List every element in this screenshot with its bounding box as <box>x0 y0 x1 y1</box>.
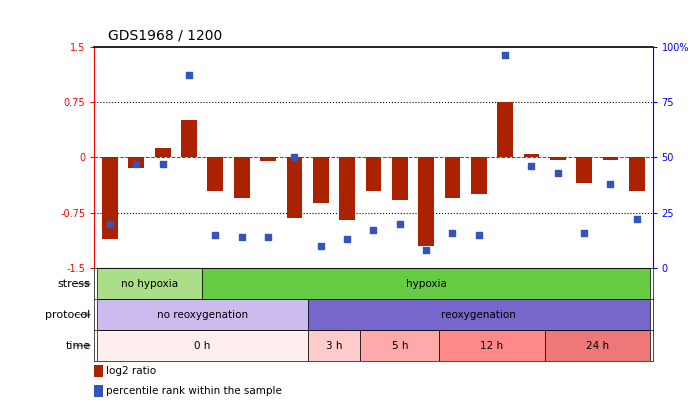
Bar <box>97 330 308 361</box>
Text: reoxygenation: reoxygenation <box>441 309 517 320</box>
Bar <box>392 157 408 200</box>
Bar <box>207 157 223 190</box>
Point <box>289 154 300 160</box>
Bar <box>577 157 592 183</box>
Text: no hypoxia: no hypoxia <box>121 279 178 289</box>
Bar <box>360 330 439 361</box>
Point <box>420 247 431 254</box>
Bar <box>550 157 565 160</box>
Point <box>631 216 642 223</box>
Point <box>236 234 247 240</box>
Bar <box>308 299 650 330</box>
Text: log2 ratio: log2 ratio <box>106 366 156 376</box>
Text: time: time <box>66 341 91 351</box>
Bar <box>366 157 381 190</box>
Bar <box>97 299 308 330</box>
Point <box>447 229 458 236</box>
Point <box>394 220 406 227</box>
Bar <box>308 330 360 361</box>
Point <box>605 181 616 187</box>
Text: 3 h: 3 h <box>326 341 342 351</box>
Text: 0 h: 0 h <box>194 341 210 351</box>
Bar <box>418 157 434 246</box>
Bar <box>445 157 461 198</box>
Bar <box>602 157 618 160</box>
Bar <box>439 330 544 361</box>
Point <box>500 52 511 59</box>
Text: 24 h: 24 h <box>586 341 609 351</box>
Bar <box>524 154 540 157</box>
Bar <box>260 157 276 161</box>
Text: protocol: protocol <box>45 309 91 320</box>
Point <box>341 236 352 243</box>
Bar <box>497 102 513 157</box>
Bar <box>471 157 487 194</box>
Text: percentile rank within the sample: percentile rank within the sample <box>106 386 282 396</box>
Bar <box>286 157 302 218</box>
Point <box>315 243 327 249</box>
Point <box>579 229 590 236</box>
Bar <box>234 157 250 198</box>
Point <box>526 163 537 169</box>
Point <box>157 161 168 167</box>
Point <box>473 232 484 238</box>
Text: hypoxia: hypoxia <box>406 279 447 289</box>
Bar <box>155 148 170 157</box>
Text: 12 h: 12 h <box>480 341 503 351</box>
Point <box>131 161 142 167</box>
Text: 5 h: 5 h <box>392 341 408 351</box>
Text: GDS1968 / 1200: GDS1968 / 1200 <box>108 28 223 43</box>
Point <box>368 227 379 234</box>
Bar <box>97 268 202 299</box>
Point <box>105 220 116 227</box>
Point <box>184 72 195 79</box>
Bar <box>102 157 118 239</box>
Bar <box>181 120 197 157</box>
Bar <box>629 157 645 190</box>
Text: stress: stress <box>58 279 91 289</box>
Point <box>210 232 221 238</box>
Point <box>262 234 274 240</box>
Bar <box>339 157 355 220</box>
Bar <box>128 157 144 168</box>
Point <box>552 170 563 176</box>
Bar <box>313 157 329 203</box>
Bar <box>202 268 650 299</box>
Text: no reoxygenation: no reoxygenation <box>156 309 248 320</box>
Bar <box>544 330 650 361</box>
